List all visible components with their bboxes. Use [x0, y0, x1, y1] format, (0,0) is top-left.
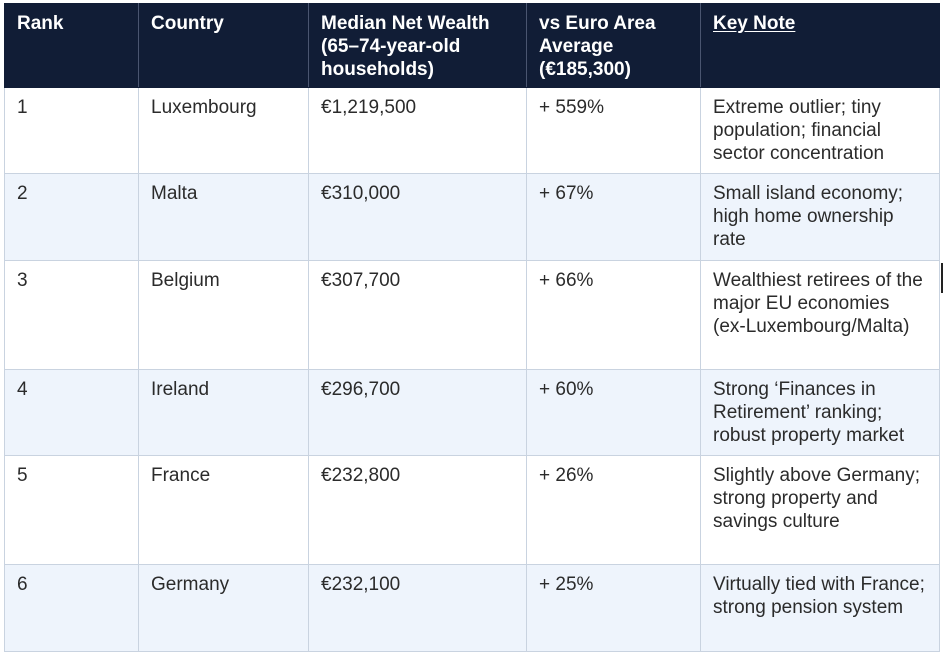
table-row: 4 Ireland €296,700 + 60% Strong ‘Finance… — [4, 369, 940, 456]
table-row: 2 Malta €310,000 + 67% Small island econ… — [4, 173, 940, 261]
header-rank-label: Rank — [17, 13, 64, 34]
cell-wealth: €307,700 — [308, 260, 527, 370]
cell-rank: 3 — [4, 260, 139, 370]
cell-wealth: €232,100 — [308, 564, 527, 652]
header-row: Rank Country Median Net Wealth (65–74-ye… — [4, 3, 940, 88]
cell-rank: 2 — [4, 173, 139, 261]
header-wealth-line3: households) — [321, 59, 434, 80]
cell-country: Germany — [138, 564, 309, 652]
table-row: 5 France €232,800 + 26% Slightly above G… — [4, 455, 940, 565]
cell-vs-average: + 66% — [526, 260, 701, 370]
header-vs-line2: Average — [539, 36, 614, 57]
table-row: 1 Luxembourg €1,219,500 + 559% Extreme o… — [4, 87, 940, 174]
cell-country: Belgium — [138, 260, 309, 370]
cell-wealth: €232,800 — [308, 455, 527, 565]
header-wealth-line1: Median Net Wealth — [321, 13, 490, 34]
cell-vs-average: + 67% — [526, 173, 701, 261]
header-country-label: Country — [151, 13, 224, 34]
cell-key-note: Extreme outlier; tiny population; financ… — [700, 87, 940, 174]
header-median-net-wealth: Median Net Wealth (65–74-year-old househ… — [308, 3, 527, 88]
cell-vs-average: + 60% — [526, 369, 701, 456]
table-row: 6 Germany €232,100 + 25% Virtually tied … — [4, 564, 940, 652]
cell-rank: 1 — [4, 87, 139, 174]
cell-wealth: €1,219,500 — [308, 87, 527, 174]
cell-key-note: Wealthiest retirees of the major EU econ… — [700, 260, 940, 370]
header-country: Country — [138, 3, 309, 88]
header-rank: Rank — [4, 3, 139, 88]
cell-country: Luxembourg — [138, 87, 309, 174]
cell-wealth: €296,700 — [308, 369, 527, 456]
cell-key-note: Virtually tied with France; strong pensi… — [700, 564, 940, 652]
cell-country: France — [138, 455, 309, 565]
header-key-note[interactable]: Key Note — [700, 3, 940, 88]
cell-vs-average: + 26% — [526, 455, 701, 565]
text-cursor — [941, 263, 943, 293]
cell-rank: 5 — [4, 455, 139, 565]
header-key-note-link[interactable]: Key Note — [713, 13, 796, 34]
table-row: 3 Belgium €307,700 + 66% Wealthiest reti… — [4, 260, 940, 370]
cell-country: Malta — [138, 173, 309, 261]
header-vs-euro-average: vs Euro Area Average (€185,300) — [526, 3, 701, 88]
cell-rank: 6 — [4, 564, 139, 652]
cell-wealth: €310,000 — [308, 173, 527, 261]
table-header: Rank Country Median Net Wealth (65–74-ye… — [4, 3, 940, 88]
cell-vs-average: + 25% — [526, 564, 701, 652]
header-vs-line1: vs Euro Area — [539, 13, 656, 34]
cell-key-note: Small island economy; high home ownershi… — [700, 173, 940, 261]
cell-key-note: Slightly above Germany; strong property … — [700, 455, 940, 565]
header-wealth-line2: (65–74-year-old — [321, 36, 461, 57]
cell-country: Ireland — [138, 369, 309, 456]
cell-key-note: Strong ‘Finances in Retirement’ ranking;… — [700, 369, 940, 456]
wealth-table: Rank Country Median Net Wealth (65–74-ye… — [4, 3, 940, 652]
cell-vs-average: + 559% — [526, 87, 701, 174]
header-vs-line3: (€185,300) — [539, 59, 631, 80]
cell-rank: 4 — [4, 369, 139, 456]
table-body: 1 Luxembourg €1,219,500 + 559% Extreme o… — [4, 87, 940, 652]
